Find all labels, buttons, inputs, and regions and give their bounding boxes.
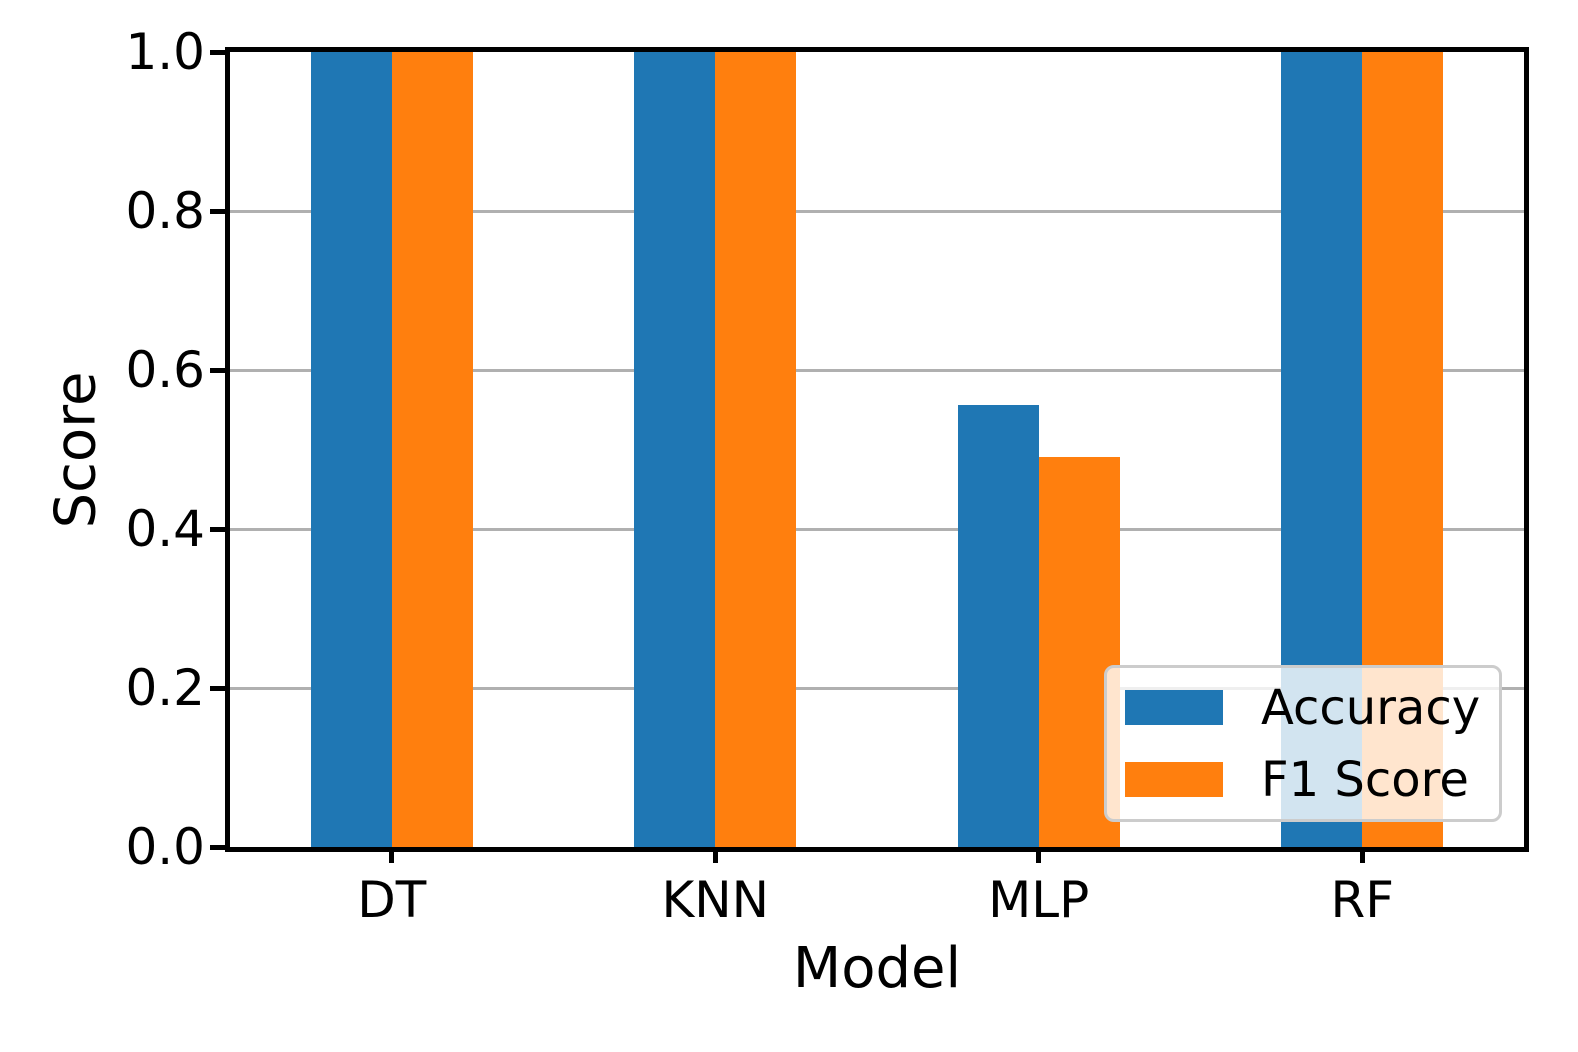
legend-swatch-accuracy	[1125, 690, 1223, 725]
bar-f1-score-dt	[391, 52, 473, 847]
legend-entry-accuracy: Accuracy	[1125, 683, 1499, 733]
legend-swatch-f1-score	[1125, 762, 1223, 797]
y-tick-0.4	[210, 526, 230, 532]
bar-accuracy-knn	[634, 52, 716, 847]
legend-label-accuracy: Accuracy	[1261, 679, 1481, 736]
gridline-0.4	[230, 527, 1524, 531]
bar-accuracy-mlp	[957, 404, 1039, 847]
x-tick-label-dt: DT	[357, 871, 427, 929]
legend: Accuracy F1 Score	[1104, 665, 1502, 822]
x-tick-mlp	[1036, 847, 1042, 863]
x-tick-label-rf: RF	[1330, 871, 1395, 929]
y-tick-label-0.8: 0.8	[125, 182, 205, 240]
gridline-0.6	[230, 368, 1524, 372]
y-tick-label-0.4: 0.4	[125, 500, 205, 558]
x-tick-dt	[389, 847, 395, 863]
bar-f1-score-knn	[715, 52, 797, 847]
y-tick-label-0.2: 0.2	[125, 659, 205, 717]
y-tick-0.8	[210, 208, 230, 214]
plot-area	[225, 47, 1529, 852]
gridline-0.2	[230, 686, 1524, 690]
y-tick-0.0	[210, 844, 230, 850]
y-tick-1.0	[210, 49, 230, 55]
y-tick-label-1.0: 1.0	[125, 23, 205, 81]
y-tick-label-0.0: 0.0	[125, 818, 205, 876]
bar-accuracy-dt	[310, 52, 392, 847]
x-tick-label-knn: KNN	[661, 871, 770, 929]
x-tick-label-mlp: MLP	[988, 871, 1090, 929]
gridline-0.8	[230, 209, 1524, 213]
x-tick-knn	[712, 847, 718, 863]
y-tick-label-0.6: 0.6	[125, 341, 205, 399]
y-tick-0.6	[210, 367, 230, 373]
x-axis-title: Model	[792, 936, 962, 1001]
x-tick-rf	[1359, 847, 1365, 863]
y-tick-0.2	[210, 685, 230, 691]
legend-label-f1-score: F1 Score	[1261, 751, 1469, 808]
legend-entry-f1-score: F1 Score	[1125, 755, 1499, 805]
